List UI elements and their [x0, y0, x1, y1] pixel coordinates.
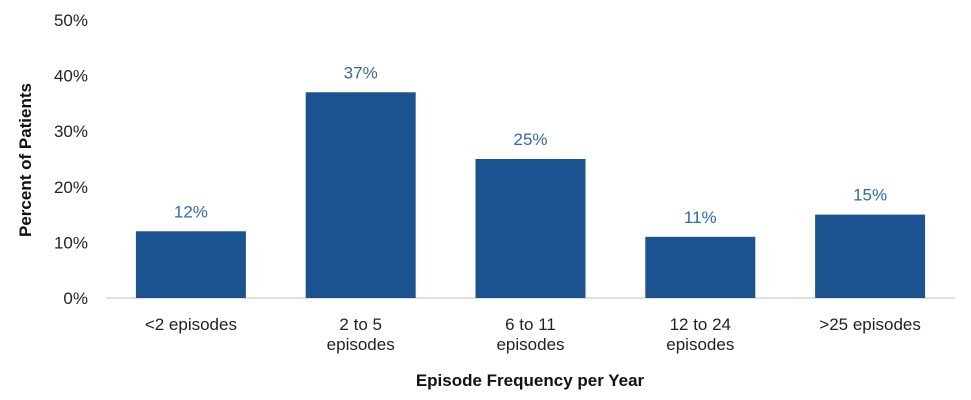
x-category-label: <2 episodes: [145, 315, 237, 334]
bar: [135, 231, 246, 298]
x-category-label: 6 to 11 episodes: [496, 315, 564, 354]
y-tick-label: 50%: [54, 11, 88, 30]
y-tick-label: 30%: [54, 122, 88, 141]
y-tick-label: 20%: [54, 178, 88, 197]
bar-data-label: 25%: [513, 130, 547, 149]
y-tick-label: 0%: [63, 289, 88, 308]
bar: [815, 214, 926, 298]
x-axis-title: Episode Frequency per Year: [416, 371, 645, 390]
bars: 12% 37% 25% 11% 15%: [135, 63, 926, 298]
category-labels: <2 episodes 2 to 5 episodes 6 to 11 episodes…: [145, 315, 921, 354]
bar-data-label: 15%: [853, 186, 887, 205]
bar-data-label: 37%: [344, 63, 378, 82]
bar-data-label: 12%: [174, 202, 208, 221]
y-axis-ticks: 0% 10% 20% 30% 40% 50%: [54, 11, 88, 308]
y-tick-label: 40%: [54, 67, 88, 86]
y-tick-label: 10%: [54, 233, 88, 252]
x-category-label: 2 to 5 episodes: [327, 315, 395, 354]
y-axis-title: Percent of Patients: [16, 83, 35, 237]
bar: [475, 159, 586, 298]
bar: [305, 92, 416, 298]
bar-data-label: 11%: [684, 208, 717, 227]
x-category-label: 12 to 24 episodes: [666, 315, 734, 354]
bar: [645, 236, 756, 298]
x-category-label: >25 episodes: [819, 315, 921, 334]
